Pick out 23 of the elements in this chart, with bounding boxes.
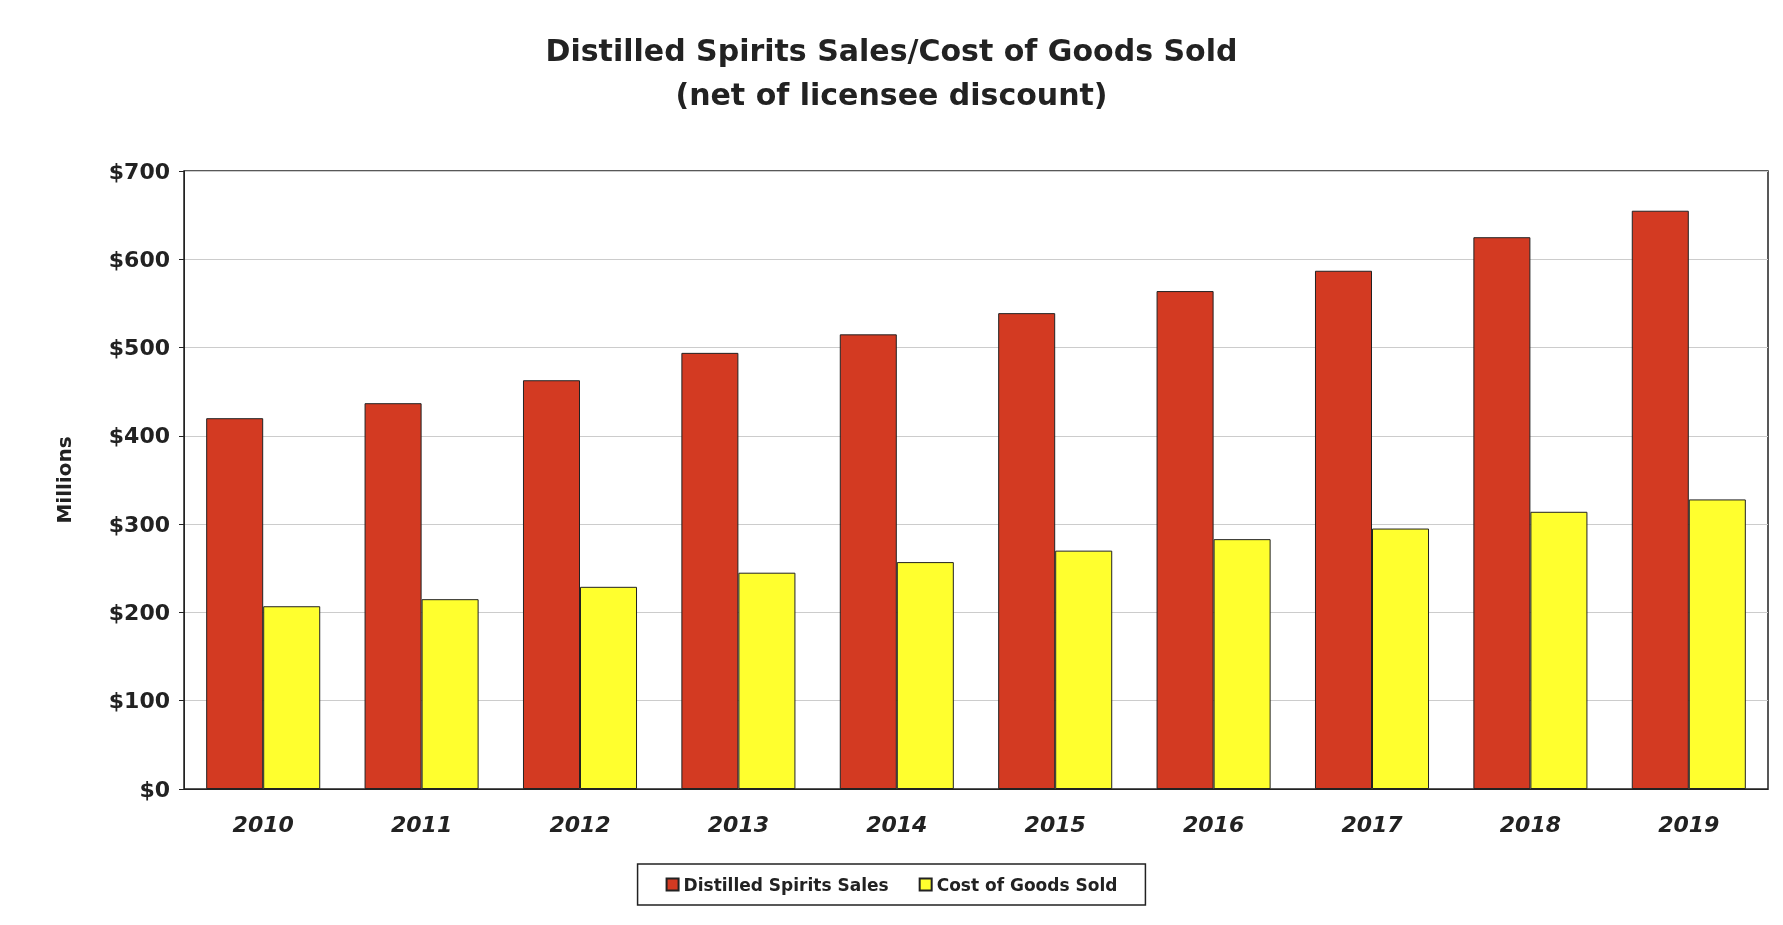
x-tick-label: 2010 bbox=[232, 811, 294, 837]
x-tick-label: 2013 bbox=[707, 811, 770, 837]
chart-subtitle: (net of licensee discount) bbox=[675, 76, 1108, 112]
legend-label: Cost of Goods Sold bbox=[936, 874, 1118, 895]
x-tick-label: 2017 bbox=[1341, 811, 1404, 837]
y-tick-label: $600 bbox=[108, 246, 170, 272]
y-tick-label: $400 bbox=[108, 423, 170, 449]
y-tick-label: $200 bbox=[108, 599, 170, 625]
y-tick-label: $100 bbox=[108, 688, 170, 714]
x-tick-label: 2011 bbox=[390, 811, 453, 837]
legend-label: Distilled Spirits Sales bbox=[683, 874, 889, 895]
y-tick-label: $0 bbox=[139, 776, 170, 802]
x-tick-label: 2016 bbox=[1182, 811, 1245, 837]
x-tick-label: 2014 bbox=[866, 811, 928, 837]
chart-title: Distilled Spirits Sales/Cost of Goods Sold bbox=[545, 32, 1238, 68]
y-tick-label: $500 bbox=[108, 335, 170, 361]
x-tick-label: 2012 bbox=[549, 811, 611, 837]
x-tick-label: 2015 bbox=[1024, 811, 1086, 837]
y-axis-title: Millions bbox=[52, 436, 76, 524]
x-tick-label: 2018 bbox=[1499, 811, 1562, 837]
y-tick-label: $700 bbox=[108, 158, 170, 184]
y-tick-label: $300 bbox=[108, 511, 170, 537]
x-tick-label: 2019 bbox=[1658, 811, 1720, 837]
